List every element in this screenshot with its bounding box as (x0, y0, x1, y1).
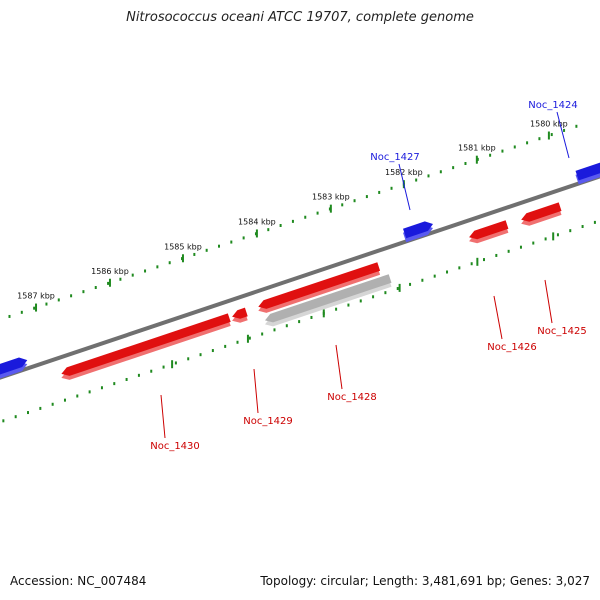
gene-label-leader (160, 394, 166, 439)
gene-label-leader (253, 368, 259, 414)
gene-label-leader (335, 344, 343, 390)
gene-label[interactable]: Noc_1425 (537, 326, 587, 337)
scale-tick-label: 1587 kbp (17, 292, 55, 301)
scale-tick-label: 1581 kbp (458, 144, 496, 153)
gene-noc-1426[interactable] (469, 220, 509, 240)
genome-backbone (0, 174, 600, 380)
gene-label[interactable]: Noc_1424 (528, 100, 578, 111)
gene-noc-1429[interactable] (232, 307, 248, 319)
genome-summary: Topology: circular; Length: 3,481,691 bp… (260, 574, 590, 588)
map-title: Nitrosococcus oceani ATCC 19707, complet… (126, 10, 474, 25)
scale-tick-label: 1582 kbp (385, 168, 423, 177)
gene-label[interactable]: Noc_1428 (327, 392, 377, 403)
accession-label: Accession: NC_007484 (10, 574, 147, 588)
gene-forward-edge[interactable] (0, 357, 28, 388)
gene-label-leader (493, 295, 503, 340)
gene-label-leader (544, 279, 553, 324)
scale-tick-label: 1583 kbp (312, 193, 350, 202)
scale-tick-label: 1585 kbp (164, 242, 202, 251)
gene-noc-1428-a[interactable] (258, 262, 381, 309)
scale-tick-label: 1584 kbp (238, 217, 276, 226)
gene-noc-1427[interactable] (403, 221, 433, 239)
gene-label[interactable]: Noc_1429 (243, 416, 293, 427)
gene-label-leader (398, 163, 411, 211)
gene-label[interactable]: Noc_1426 (487, 342, 537, 353)
gene-noc-1428[interactable] (265, 274, 392, 323)
scale-tick-label: 1580 kbp (530, 120, 568, 129)
gene-label[interactable]: Noc_1427 (370, 152, 420, 163)
scale-tick-label: 1586 kbp (91, 267, 129, 276)
gene-label-leader (556, 111, 570, 159)
gene-noc-1430[interactable] (61, 313, 231, 376)
gene-label[interactable]: Noc_1430 (150, 441, 200, 452)
gene-noc-1425[interactable] (521, 202, 562, 222)
gene-noc-1424[interactable] (575, 148, 600, 181)
